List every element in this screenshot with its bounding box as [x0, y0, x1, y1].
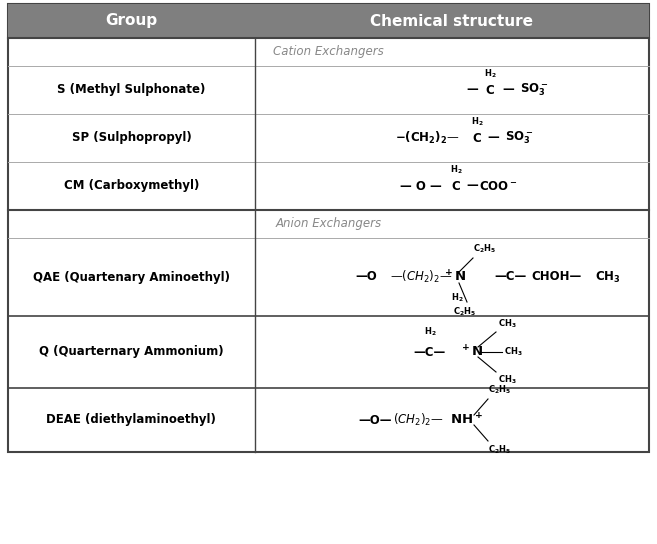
Text: C: C	[472, 132, 482, 145]
Text: $\mathbf{-(CH_2)_2}$—: $\mathbf{-(CH_2)_2}$—	[395, 130, 460, 146]
Text: $\mathbf{C_2H_5}$: $\mathbf{C_2H_5}$	[488, 384, 511, 396]
Text: Q (Quarternary Ammonium): Q (Quarternary Ammonium)	[39, 345, 223, 358]
Text: C: C	[451, 180, 461, 193]
Text: CHOH—: CHOH—	[531, 270, 581, 283]
Bar	[8, 4, 649, 38]
Text: —: —	[466, 83, 478, 96]
Text: — O —: — O —	[400, 180, 442, 193]
Text: —O: —O	[355, 270, 376, 283]
Text: $(CH_2)_2$—: $(CH_2)_2$—	[393, 412, 443, 428]
Text: Anion Exchangers: Anion Exchangers	[275, 218, 382, 231]
Text: $\mathbf{NH^+}$: $\mathbf{NH^+}$	[449, 412, 482, 428]
Text: QAE (Quartenary Aminoethyl): QAE (Quartenary Aminoethyl)	[33, 270, 230, 283]
Text: $\mathbf{H_2}$: $\mathbf{H_2}$	[484, 67, 496, 80]
Text: —: —	[487, 132, 499, 145]
Text: $\mathbf{C_2H_5}$: $\mathbf{C_2H_5}$	[488, 444, 511, 456]
Text: $\mathbf{H_2}$: $\mathbf{H_2}$	[470, 115, 484, 128]
Text: C: C	[486, 83, 494, 96]
Text: $\mathbf{H_2}$: $\mathbf{H_2}$	[449, 164, 463, 176]
Text: —: —	[466, 180, 478, 193]
Text: Group: Group	[105, 14, 158, 28]
Text: $\mathbf{CH_3}$: $\mathbf{CH_3}$	[498, 374, 517, 386]
Text: $\mathbf{H_2}$: $\mathbf{H_2}$	[451, 291, 463, 304]
Text: —: —	[502, 83, 514, 96]
Text: Cation Exchangers: Cation Exchangers	[273, 46, 384, 59]
Text: $\mathbf{SO_3^-}$: $\mathbf{SO_3^-}$	[520, 82, 548, 98]
Text: —C—: —C—	[494, 270, 526, 283]
Text: —$(CH_2)_2$—: —$(CH_2)_2$—	[390, 269, 453, 285]
Text: CM (Carboxymethyl): CM (Carboxymethyl)	[64, 180, 199, 193]
Text: $\mathbf{CH_3}$: $\mathbf{CH_3}$	[595, 269, 621, 285]
Text: —O—: —O—	[358, 413, 392, 426]
Text: SP (Sulphopropyl): SP (Sulphopropyl)	[72, 132, 191, 145]
Text: —C—: —C—	[414, 345, 446, 358]
Text: $\mathbf{C_2H_5}$: $\mathbf{C_2H_5}$	[473, 243, 496, 255]
Bar	[8, 4, 649, 452]
Text: $\mathbf{CH_3}$: $\mathbf{CH_3}$	[504, 346, 523, 358]
Text: $\mathbf{H_2}$: $\mathbf{H_2}$	[424, 325, 436, 338]
Text: $\mathbf{SO_3^-}$: $\mathbf{SO_3^-}$	[505, 130, 533, 146]
Text: $\mathbf{^+N}$: $\mathbf{^+N}$	[460, 344, 484, 360]
Text: DEAE (diethylaminoethyl): DEAE (diethylaminoethyl)	[47, 413, 216, 426]
Text: $\mathbf{^+N}$: $\mathbf{^+N}$	[443, 269, 467, 285]
Text: $\mathbf{C_2H_5}$: $\mathbf{C_2H_5}$	[453, 305, 477, 318]
Text: $\mathbf{CH_3}$: $\mathbf{CH_3}$	[498, 318, 517, 330]
Text: S (Methyl Sulphonate): S (Methyl Sulphonate)	[57, 83, 206, 96]
Text: $\mathbf{COO^-}$: $\mathbf{COO^-}$	[479, 180, 517, 193]
Text: Chemical structure: Chemical structure	[371, 14, 533, 28]
